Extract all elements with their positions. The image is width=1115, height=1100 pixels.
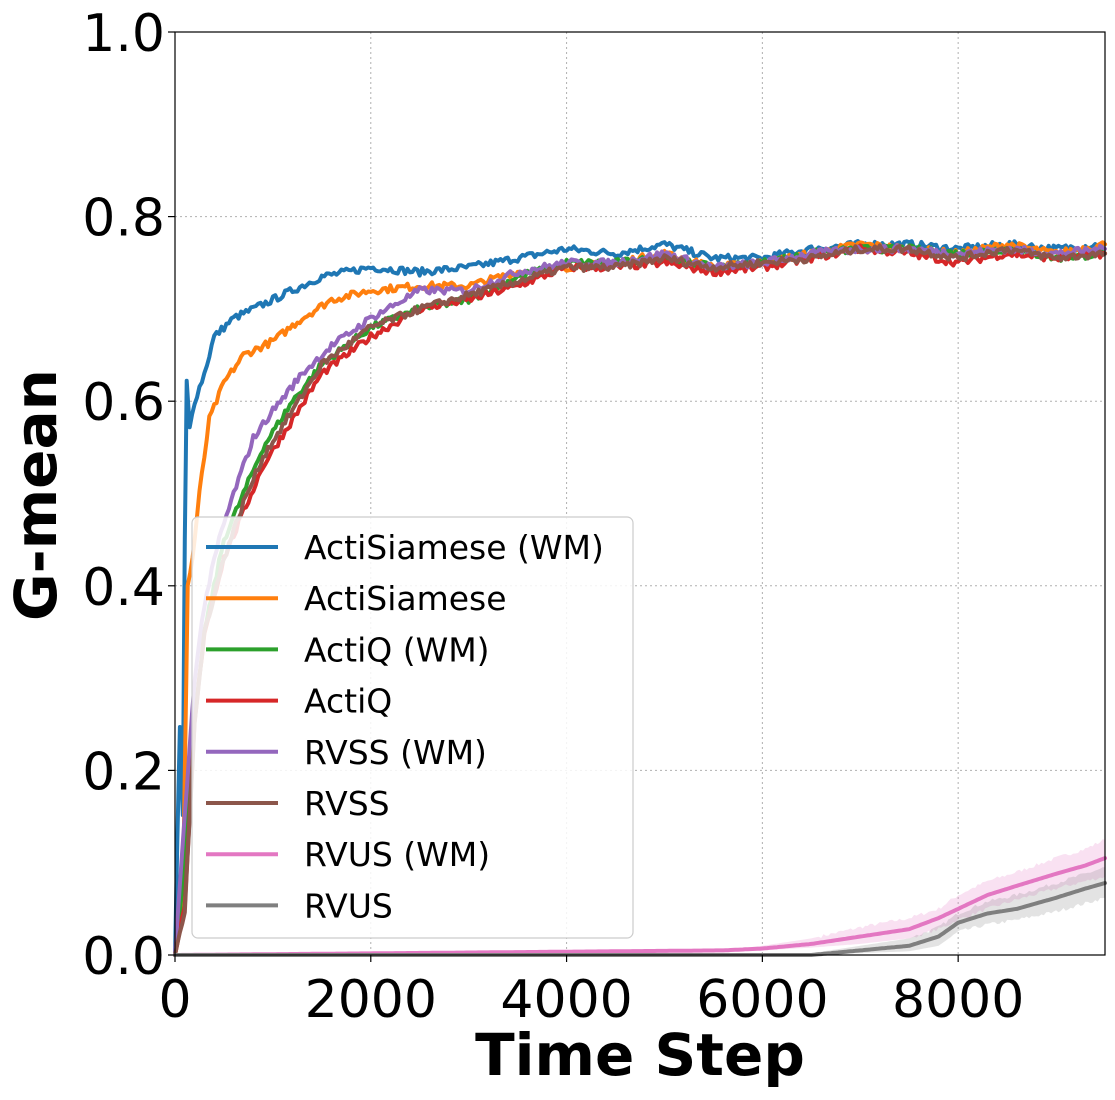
legend-label: RVSS (WM) bbox=[304, 733, 487, 772]
confidence-band bbox=[175, 839, 1105, 955]
x-tick-label: 2000 bbox=[305, 970, 437, 1030]
band-layer bbox=[175, 839, 1105, 955]
legend-label: ActiQ (WM) bbox=[304, 630, 490, 669]
legend-label: RVSS bbox=[304, 784, 390, 823]
legend-label: ActiQ bbox=[304, 682, 392, 721]
y-tick-label: 0.6 bbox=[82, 373, 165, 433]
series-line bbox=[173, 243, 1107, 957]
tick-layer: 0 2000 4000 6000 8000 0.0 0.2 0.4 0.6 0.8 1.0 bbox=[82, 4, 1024, 1030]
series-layer bbox=[173, 239, 1107, 957]
legend-label: ActiSiamese bbox=[304, 579, 507, 618]
y-tick-label: 0.8 bbox=[82, 189, 165, 249]
x-tick-label: 0 bbox=[158, 970, 191, 1030]
legend: ActiSiamese (WM) ActiSiamese ActiQ (WM) Act… bbox=[191, 516, 634, 939]
y-axis-title: G-mean bbox=[2, 369, 70, 621]
y-tick-label: 0.2 bbox=[82, 742, 165, 802]
legend-label: RVUS (WM) bbox=[304, 835, 490, 874]
legend-label: ActiSiamese (WM) bbox=[304, 528, 604, 567]
plot-frame bbox=[174, 31, 1106, 956]
y-tick-label: 1.0 bbox=[82, 4, 165, 64]
x-tick-label: 4000 bbox=[500, 970, 632, 1030]
y-tick-label: 0.4 bbox=[82, 558, 165, 618]
legend-label: RVUS bbox=[304, 886, 393, 925]
legend-box bbox=[191, 516, 634, 939]
y-tick-label: 0.0 bbox=[82, 927, 165, 987]
x-tick-label: 6000 bbox=[696, 970, 828, 1030]
x-tick-label: 8000 bbox=[892, 970, 1024, 1030]
x-axis-title: Time Step bbox=[475, 1021, 805, 1089]
